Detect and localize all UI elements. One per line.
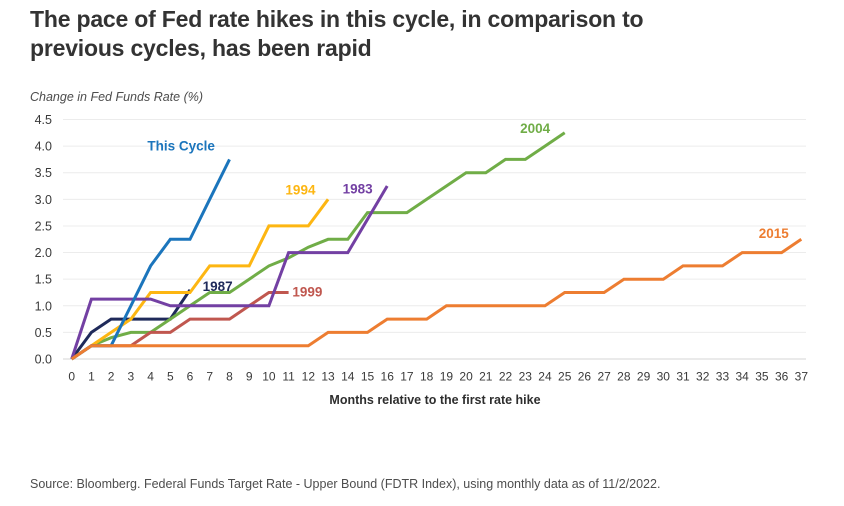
y-tick-label: 3.0	[35, 193, 52, 207]
series-label-1999: 1999	[292, 284, 322, 299]
x-tick-label: 1	[88, 370, 95, 384]
x-axis-tick-labels: 0 1 2 3 4 5 6 7 8 9 10 11 12 13 14 15 16 17 18 19 20 21 22 23 24…	[68, 370, 808, 384]
y-tick-label: 2.0	[35, 246, 52, 260]
x-tick-label: 2	[108, 370, 115, 384]
y-axis-unit-label: Change in Fed Funds Rate (%)	[30, 90, 204, 104]
chart-title-line-1: The pace of Fed rate hikes in this cycle…	[30, 6, 644, 32]
series-labels: 1987 2004 1994 1999 1983 This Cycle 2015	[147, 121, 789, 299]
x-tick-label: 33	[716, 370, 730, 384]
series-label-2015: 2015	[759, 226, 790, 241]
y-tick-label: 1.5	[35, 273, 52, 287]
x-tick-label: 20	[459, 370, 473, 384]
x-tick-label: 12	[302, 370, 316, 384]
x-tick-label: 31	[676, 370, 690, 384]
x-tick-label: 11	[282, 370, 295, 384]
chart-title-line-2: previous cycles, has been rapid	[30, 35, 372, 61]
x-tick-label: 13	[321, 370, 335, 384]
x-tick-label: 34	[736, 370, 750, 384]
x-tick-label: 4	[147, 370, 154, 384]
x-tick-label: 32	[696, 370, 710, 384]
x-tick-label: 10	[262, 370, 276, 384]
x-tick-label: 5	[167, 370, 174, 384]
x-tick-label: 35	[755, 370, 769, 384]
x-tick-label: 9	[246, 370, 253, 384]
x-tick-label: 0	[68, 370, 75, 384]
x-tick-label: 36	[775, 370, 789, 384]
x-tick-label: 17	[400, 370, 414, 384]
x-tick-label: 23	[519, 370, 533, 384]
x-tick-label: 19	[440, 370, 454, 384]
y-tick-label: 0.5	[35, 326, 52, 340]
x-tick-label: 14	[341, 370, 355, 384]
x-tick-label: 26	[578, 370, 592, 384]
source-note: Source: Bloomberg. Federal Funds Target …	[30, 477, 661, 491]
series-label-2004: 2004	[520, 121, 551, 136]
x-tick-label: 15	[361, 370, 375, 384]
x-tick-label: 21	[479, 370, 493, 384]
chart-title: The pace of Fed rate hikes in this cycle…	[30, 5, 644, 63]
series-label-1994: 1994	[285, 182, 316, 197]
x-tick-label: 6	[187, 370, 194, 384]
series-line-1983	[70, 185, 389, 360]
series-label-1983: 1983	[343, 182, 374, 197]
series-lines	[70, 131, 803, 361]
series-line-2004	[70, 131, 566, 361]
y-tick-label: 4.0	[35, 140, 52, 154]
series-label-1987: 1987	[203, 279, 233, 294]
y-axis-tick-labels: 0.0 0.5 1.0 1.5 2.0 2.5 3.0 3.5 4.0 4.5	[35, 113, 52, 366]
x-tick-label: 28	[617, 370, 631, 384]
x-tick-label: 22	[499, 370, 513, 384]
series-label-this-cycle: This Cycle	[147, 139, 215, 154]
x-tick-label: 16	[381, 370, 395, 384]
x-axis-title: Months relative to the first rate hike	[329, 393, 540, 407]
x-tick-label: 3	[128, 370, 135, 384]
x-tick-label: 8	[226, 370, 233, 384]
x-tick-label: 37	[795, 370, 809, 384]
y-tick-label: 3.5	[35, 166, 52, 180]
x-tick-label: 24	[538, 370, 552, 384]
x-tick-label: 29	[637, 370, 651, 384]
y-tick-label: 4.5	[35, 113, 52, 127]
x-tick-label: 30	[657, 370, 671, 384]
x-tick-label: 27	[597, 370, 611, 384]
y-tick-label: 0.0	[35, 353, 52, 367]
x-tick-label: 7	[206, 370, 213, 384]
x-tick-label: 18	[420, 370, 434, 384]
x-tick-label: 25	[558, 370, 572, 384]
y-tick-label: 1.0	[35, 299, 52, 313]
series-line-1994	[70, 198, 330, 361]
y-tick-label: 2.5	[35, 219, 52, 233]
series-line-2015	[70, 238, 803, 361]
